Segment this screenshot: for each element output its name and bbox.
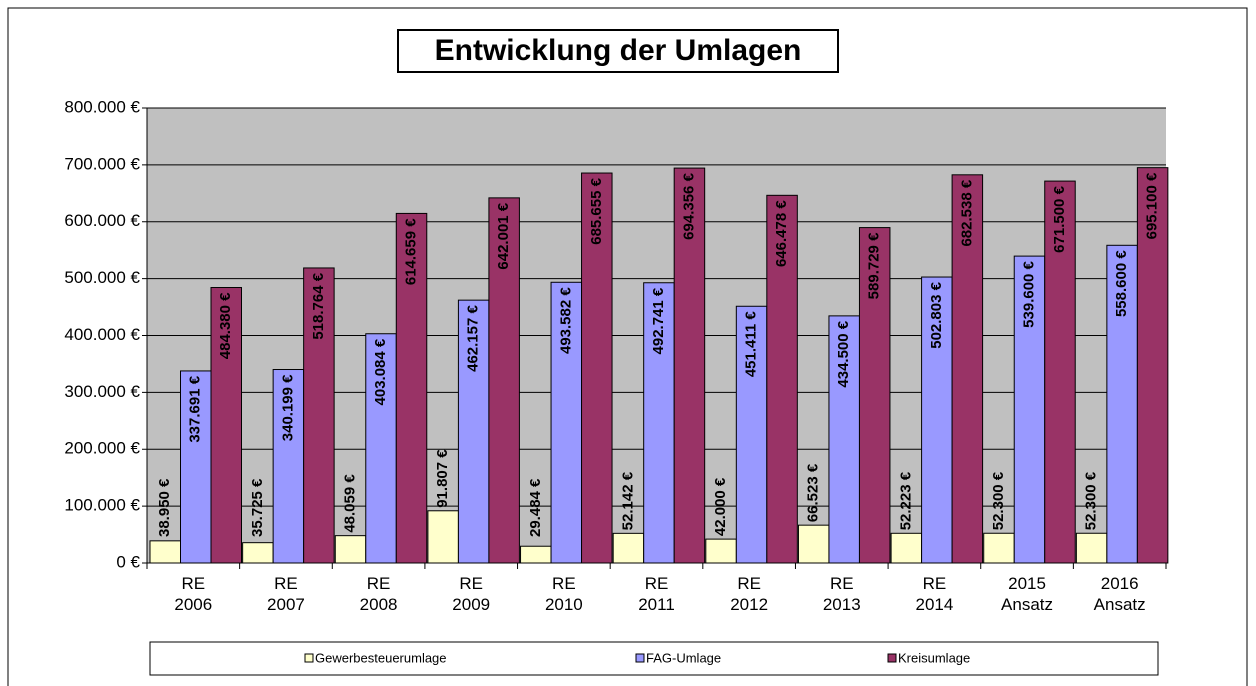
bar (427, 510, 459, 564)
y-tick-label: 300.000 € (64, 382, 140, 401)
value-label: 462.157 € (465, 304, 482, 371)
x-tick-label: RE 2010 (544, 574, 583, 614)
bar (272, 369, 305, 564)
y-tick-label: 800.000 € (64, 97, 140, 116)
value-label: 589.729 € (866, 232, 883, 299)
bar (581, 172, 613, 564)
bar (705, 538, 737, 564)
legend-swatch (635, 653, 645, 663)
value-label: 52.223 € (897, 471, 914, 530)
bar (550, 281, 583, 564)
bar (395, 212, 428, 564)
value-label: 38.950 € (156, 478, 173, 537)
bar (643, 282, 675, 564)
y-tick-label: 200.000 € (64, 439, 140, 458)
legend-swatch (887, 653, 897, 663)
value-label: 646.478 € (773, 200, 790, 267)
bar (951, 174, 984, 564)
y-tick-label: 100.000 € (64, 496, 140, 515)
legend-box (149, 641, 1159, 676)
bar (921, 276, 953, 564)
value-label: 558.600 € (1113, 250, 1130, 317)
x-tick-label: RE 2013 (822, 574, 861, 614)
bar (242, 542, 274, 564)
value-label: 492.741 € (650, 287, 667, 354)
legend-label: Gewerbesteuerumlage (315, 650, 447, 665)
x-tick-label: RE 2014 (915, 574, 954, 614)
value-label: 52.142 € (619, 471, 636, 530)
value-label: 642.001 € (495, 202, 512, 269)
bar (334, 535, 367, 564)
x-tick-label: 2015 Ansatz (1001, 574, 1054, 614)
y-tick-label: 0 € (116, 552, 140, 571)
bar (149, 540, 181, 564)
value-label: 695.100 € (1144, 172, 1161, 239)
value-label: 42.000 € (712, 477, 729, 536)
x-tick-label: RE 2012 (730, 574, 769, 614)
bar (1044, 180, 1076, 564)
x-tick-label: RE 2009 (452, 574, 491, 614)
value-label: 52.300 € (990, 471, 1007, 530)
bar (890, 532, 923, 564)
value-label: 337.691 € (187, 375, 204, 442)
chart-title: Entwicklung der Umlagen (435, 34, 802, 67)
bar (180, 370, 212, 564)
value-label: 403.084 € (372, 338, 389, 405)
title-box (397, 29, 839, 73)
value-label: 694.356 € (680, 172, 697, 239)
x-tick-label: RE 2007 (267, 574, 305, 614)
value-label: 539.600 € (1020, 260, 1037, 327)
value-label: 35.725 € (249, 478, 266, 537)
value-label: 682.538 € (958, 179, 975, 246)
bar (1013, 255, 1046, 564)
y-tick-label: 400.000 € (64, 325, 140, 344)
bar (1136, 167, 1169, 564)
bar (612, 532, 645, 564)
value-label: 29.484 € (527, 478, 544, 537)
value-label: 52.300 € (1083, 471, 1100, 530)
bar (488, 197, 520, 564)
bar (983, 532, 1015, 564)
value-label: 91.807 € (434, 449, 451, 508)
y-tick-label: 600.000 € (64, 211, 140, 230)
value-label: 614.659 € (402, 218, 419, 285)
x-tick-label: RE 2006 (174, 574, 213, 614)
bar (457, 299, 490, 564)
legend-swatch (304, 653, 314, 663)
x-tick-label: 2016 Ansatz (1093, 574, 1146, 614)
value-label: 484.380 € (217, 292, 234, 359)
legend-label: Kreisumlage (898, 650, 970, 665)
x-tick-label: RE 2008 (359, 574, 398, 614)
value-label: 671.500 € (1051, 185, 1068, 252)
bar (520, 545, 552, 564)
bar (1075, 532, 1108, 564)
bar (797, 524, 830, 564)
bar (673, 167, 706, 564)
value-label: 434.500 € (835, 320, 852, 387)
y-tick-label: 700.000 € (64, 154, 140, 173)
value-label: 48.059 € (341, 474, 358, 533)
value-label: 502.803 € (928, 281, 945, 348)
value-label: 493.582 € (557, 287, 574, 354)
legend-label: FAG-Umlage (646, 650, 721, 665)
bar (210, 287, 242, 564)
value-label: 340.199 € (279, 374, 296, 441)
bar (303, 267, 335, 564)
value-label: 685.655 € (588, 177, 605, 244)
y-tick-label: 500.000 € (64, 268, 140, 287)
value-label: 518.764 € (310, 272, 327, 339)
value-label: 451.411 € (743, 311, 760, 378)
x-tick-label: RE 2011 (638, 574, 675, 614)
bar (858, 227, 891, 564)
bar (766, 194, 798, 564)
value-label: 66.523 € (805, 463, 822, 522)
